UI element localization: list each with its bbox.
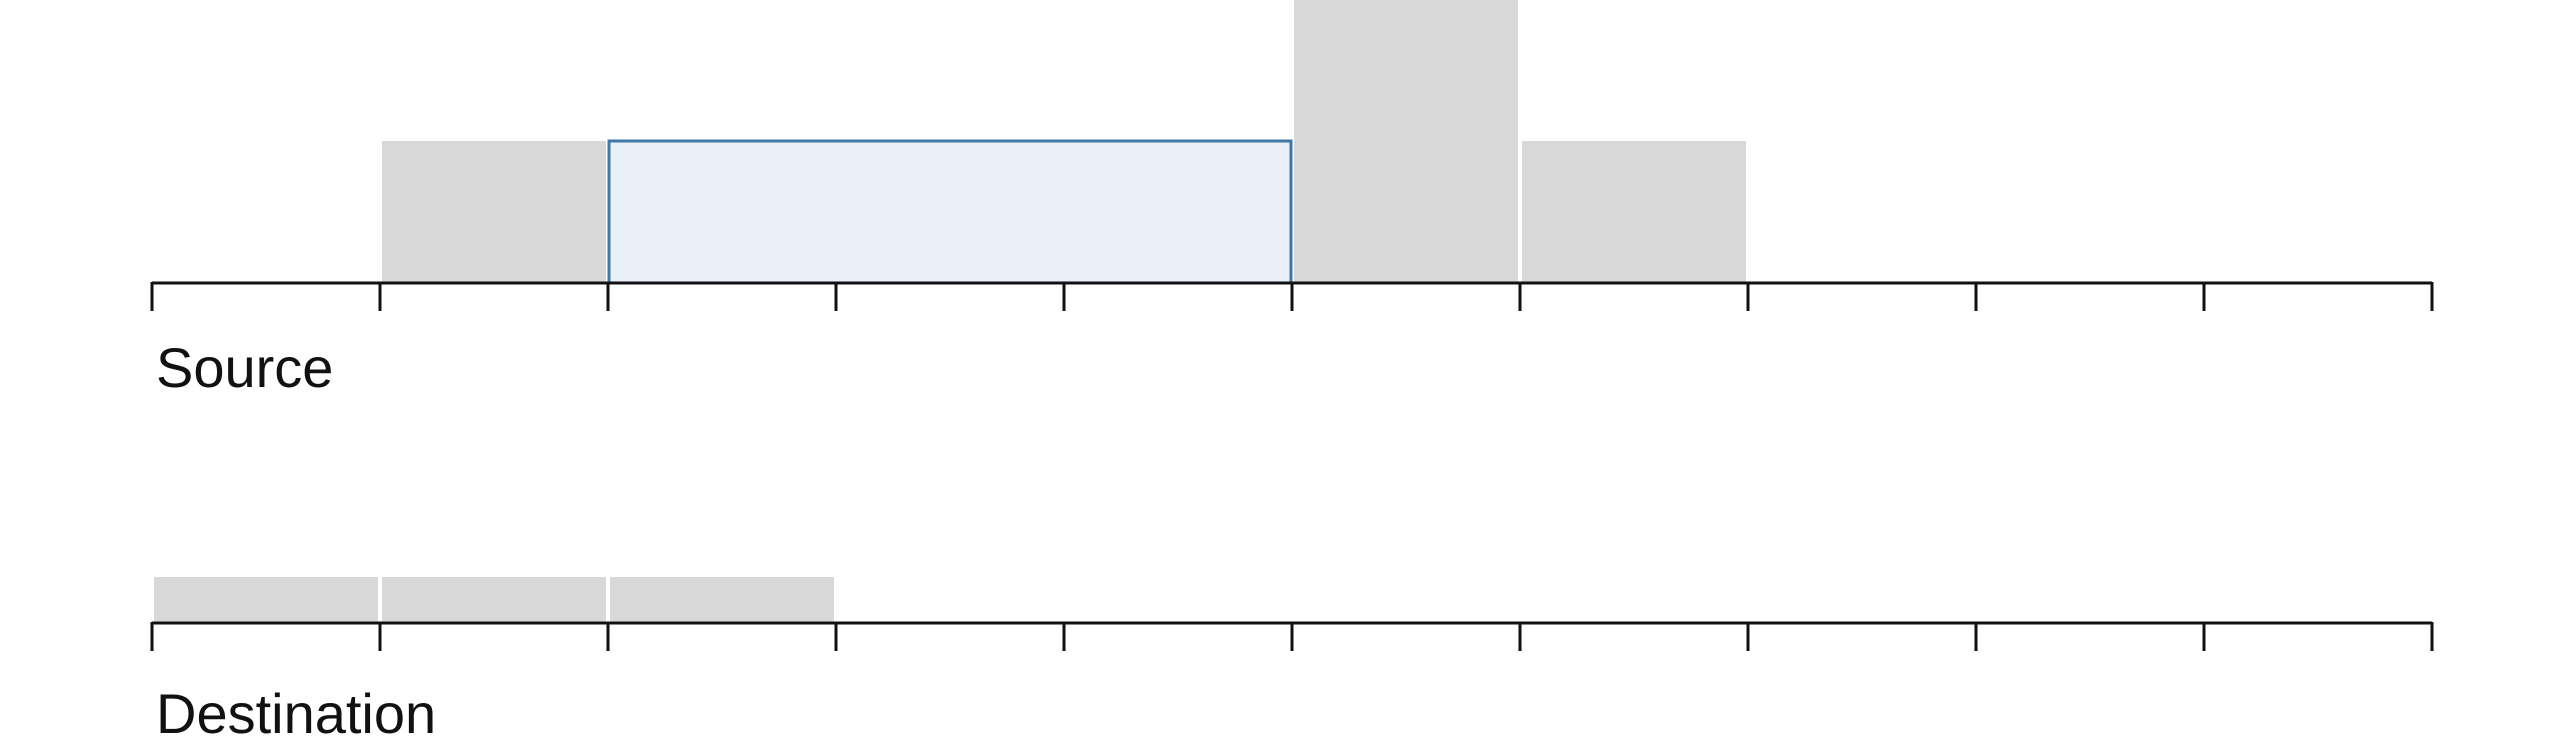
destination-label: Destination [156, 682, 437, 745]
source-block-1 [382, 141, 606, 283]
source-block-2 [1294, 0, 1518, 283]
destination-track [150, 577, 2434, 651]
source-label: Source [156, 336, 334, 399]
source-track [150, 0, 2434, 311]
destination-block-3 [610, 577, 834, 623]
source-selection [607, 139, 1293, 285]
destination-block-1 [154, 577, 378, 623]
destination-block-2 [382, 577, 606, 623]
source-block-3 [1522, 141, 1746, 283]
